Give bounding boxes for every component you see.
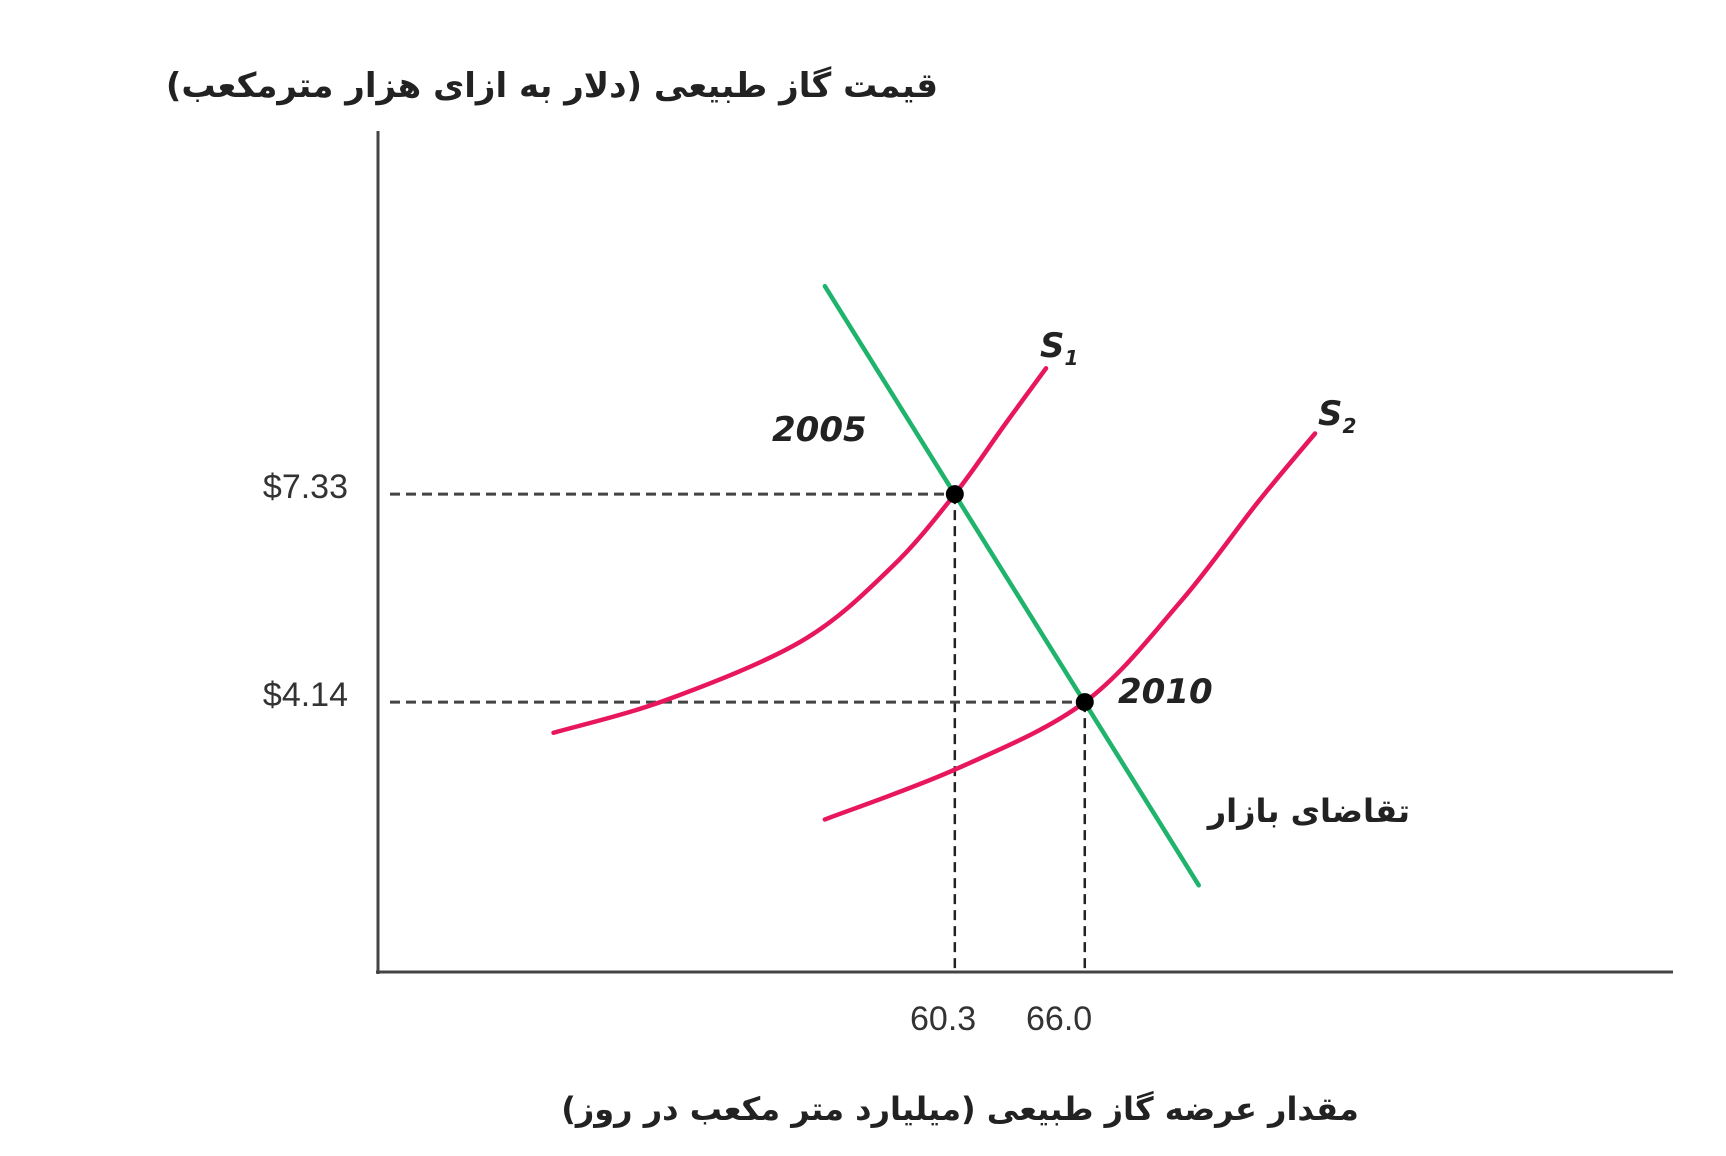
series-label-s2: S2 (1318, 394, 1357, 438)
equilibrium-point-2010 (1075, 693, 1094, 712)
demand-curve (822, 283, 1202, 888)
y-tick-label-7.33: $7.33 (262, 468, 348, 506)
y-axis-title: قیمت گاز طبیعی (دلار به ازای هزار مترمکع… (165, 66, 938, 106)
label-2010: 2010 (1118, 672, 1213, 712)
x-tick-label-66.0: 66.0 (1026, 1000, 1093, 1038)
y-tick-label-4.14: $4.14 (262, 676, 348, 714)
equilibrium-point-2005 (945, 485, 964, 504)
supply-curve-s2 (822, 431, 1318, 822)
series-label-s1: S1 (1040, 326, 1079, 370)
x-tick-label-60.3: 60.3 (910, 1000, 977, 1038)
label-2005: 2005 (772, 410, 867, 450)
series-label-demand: تقاضای بازار (1207, 792, 1410, 830)
x-axis-title: مقدار عرضه گاز طبیعی (میلیارد متر مکعب د… (561, 1090, 1359, 1128)
supply-curve-s1 (551, 366, 1049, 735)
